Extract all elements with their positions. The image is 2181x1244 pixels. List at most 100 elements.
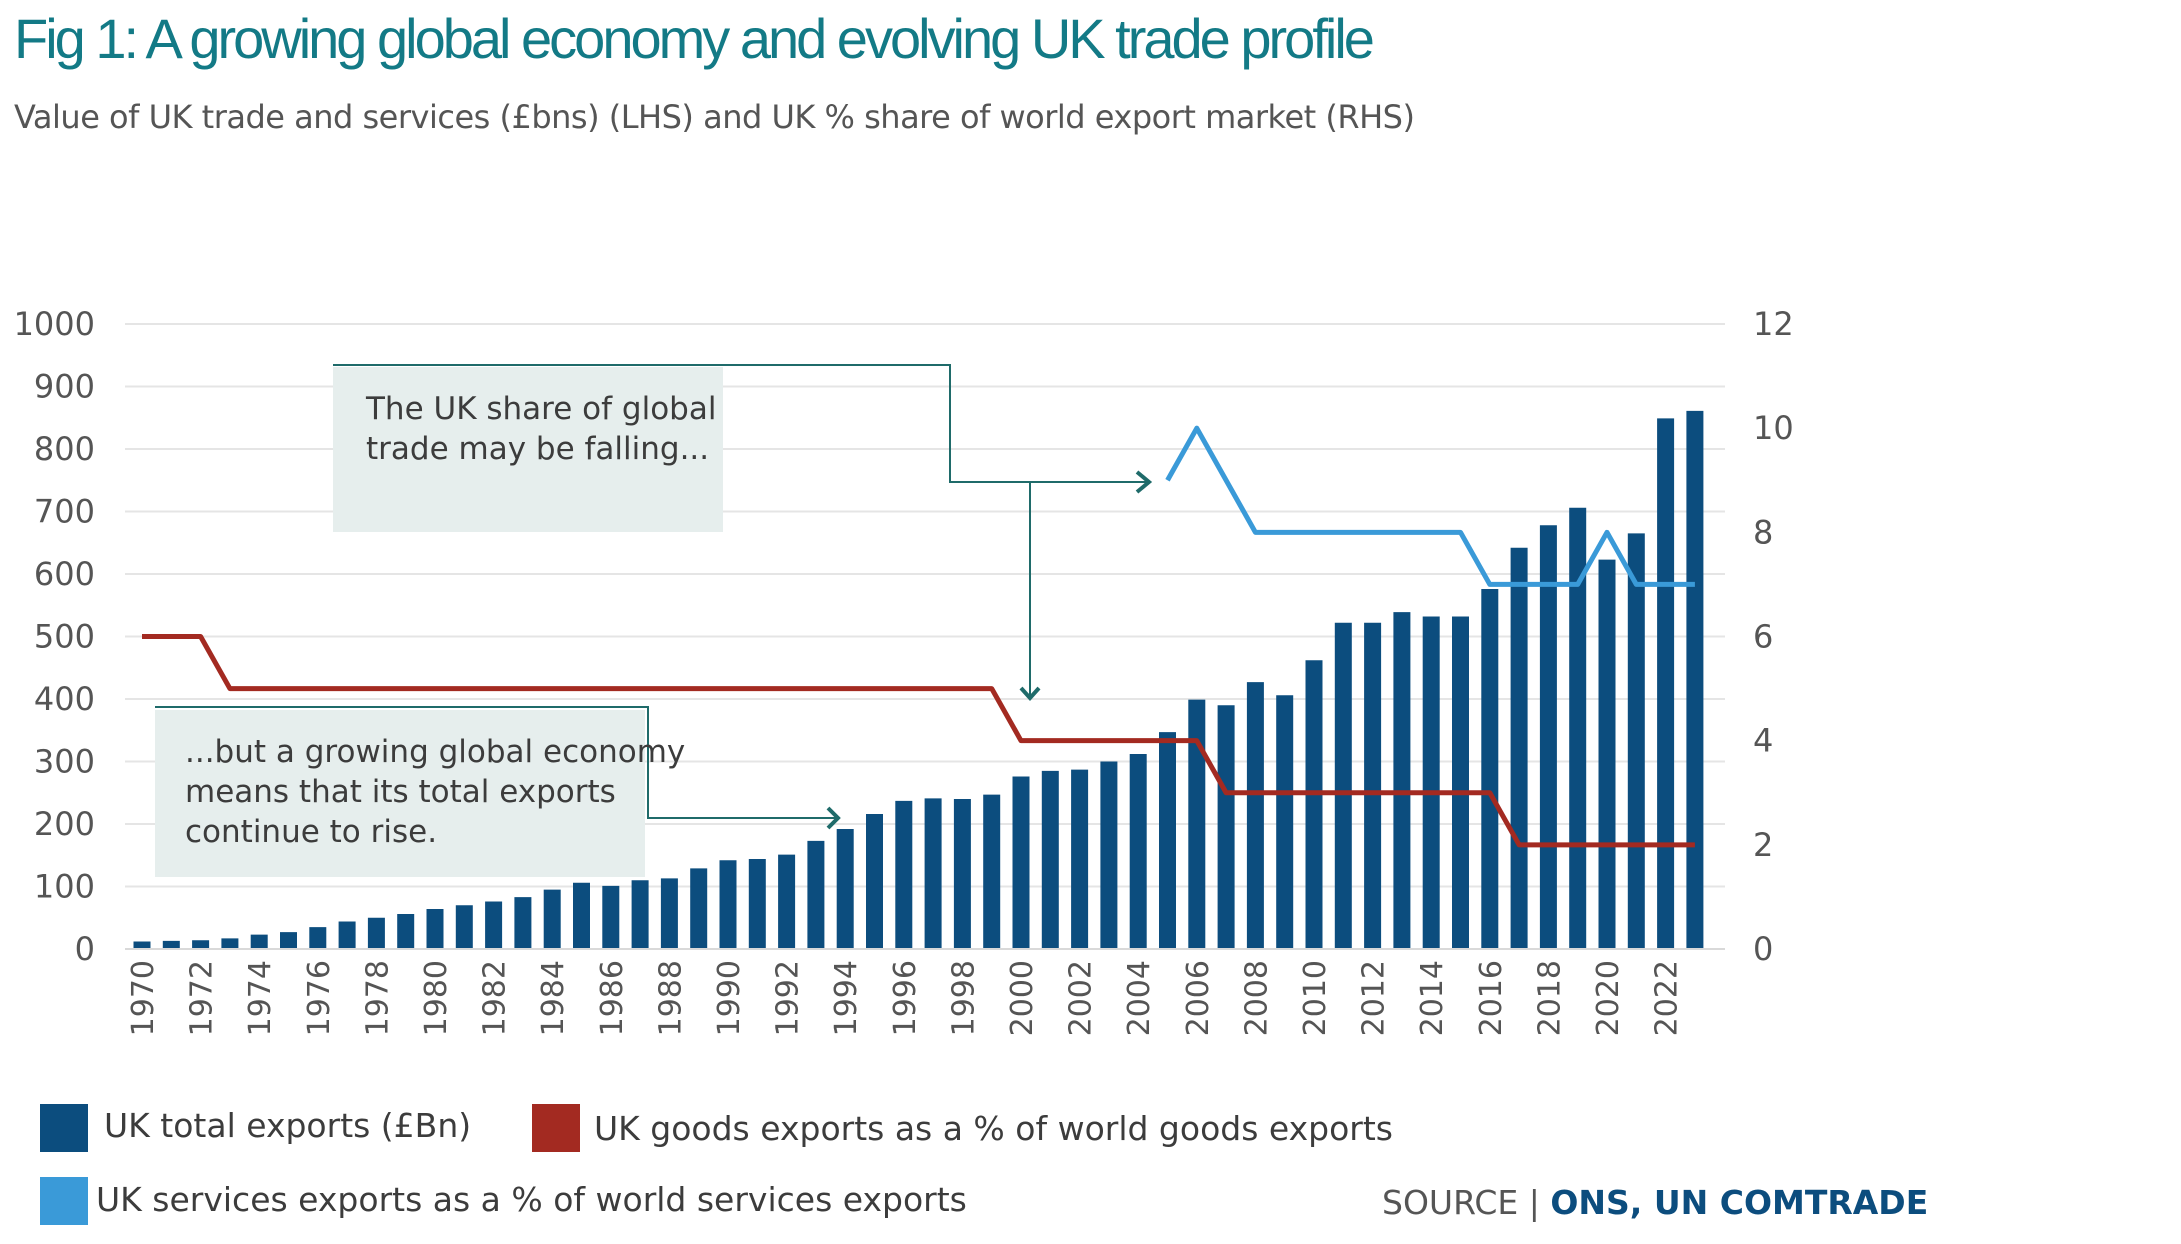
x-axis-tick-label: 2014 [1415, 960, 1450, 1036]
annotation-text-line: means that its total exports [185, 774, 616, 810]
x-axis-tick-label: 1986 [595, 960, 630, 1036]
legend-swatch-services-share [40, 1177, 88, 1225]
annotation-connectors [155, 364, 1153, 830]
x-axis-tick-label: 2008 [1239, 960, 1274, 1036]
annotation-arrowhead-share [1135, 470, 1153, 494]
bar-total-exports [895, 800, 913, 949]
annotation-arrowhead-drop [1019, 686, 1041, 701]
annotation-boxes [155, 367, 723, 877]
annotation-text-line: The UK share of global [365, 391, 716, 427]
bar-total-exports [1510, 547, 1528, 949]
annotation-arrowhead-growth [826, 806, 841, 830]
x-axis-tick-label: 1996 [888, 960, 923, 1036]
bar-total-exports [690, 868, 708, 949]
bar-total-exports [1246, 682, 1264, 949]
bar-total-exports [1364, 622, 1382, 949]
left-axis-tick-label: 400 [34, 680, 95, 718]
annotation-box-share [333, 367, 723, 532]
x-axis-tick-label: 2000 [1005, 960, 1040, 1036]
source-value: ONS, UN COMTRADE [1550, 1183, 1929, 1222]
bar-total-exports [1217, 705, 1235, 949]
bar-total-exports [1276, 695, 1294, 949]
annotation-box-growth [155, 710, 645, 877]
annotation-connector-growth [155, 706, 836, 819]
x-axis-tick-label: 1984 [536, 960, 571, 1036]
bar-total-exports [631, 880, 649, 949]
x-axis-tick-label: 1976 [302, 960, 337, 1036]
bar-total-exports [250, 934, 268, 949]
bar-total-exports [280, 932, 297, 949]
bar-total-exports [1686, 410, 1704, 949]
bar-total-exports [1539, 525, 1557, 949]
x-axis-tick-label: 1988 [653, 960, 688, 1036]
bar-total-exports [309, 927, 327, 949]
bar-total-exports [1334, 622, 1352, 949]
x-axis-tick-label: 2002 [1064, 960, 1099, 1036]
bar-total-exports [1041, 770, 1059, 949]
bar-total-exports [514, 897, 532, 949]
bar-total-exports [426, 909, 444, 949]
annotation-text-line: trade may be falling... [366, 431, 709, 467]
bar-total-exports [455, 905, 473, 949]
bar-total-exports [1481, 589, 1499, 949]
x-axis-tick-label: 1978 [360, 960, 395, 1036]
legend-label-services-share: UK services exports as a % of world serv… [96, 1180, 967, 1219]
x-axis-tick-label: 2004 [1122, 960, 1157, 1036]
bar-total-exports [1159, 732, 1176, 949]
x-axis-tick-label: 2010 [1298, 960, 1333, 1036]
x-axis-tick-label: 2022 [1650, 960, 1685, 1036]
left-axis-tick-label: 0 [75, 930, 95, 968]
bar-total-exports [719, 860, 737, 949]
bar-total-exports [983, 794, 1001, 949]
source-note: SOURCE | ONS, UN COMTRADE [1382, 1183, 1928, 1222]
bar-total-exports [748, 859, 766, 949]
bar-total-exports [1422, 616, 1440, 949]
legend-label-goods-share: UK goods exports as a % of world goods e… [594, 1109, 1393, 1148]
bar-total-exports [1188, 699, 1206, 949]
bar-total-exports [1627, 533, 1645, 949]
x-axis-tick-label: 2006 [1181, 960, 1216, 1036]
bar-total-exports [866, 814, 883, 949]
x-axis-tick-label: 2018 [1532, 960, 1567, 1036]
bar-total-exports [953, 799, 971, 949]
bar-total-exports [397, 914, 415, 949]
bar-total-exports [1393, 612, 1411, 949]
left-axis-tick-label: 800 [34, 430, 95, 468]
x-axis-tick-label: 2012 [1357, 960, 1392, 1036]
x-axis-tick-label: 1990 [712, 960, 747, 1036]
bar-total-exports [133, 941, 151, 949]
right-axis-tick-label: 6 [1753, 618, 1773, 656]
line-series [142, 425, 1695, 848]
x-axis-tick-label: 1994 [829, 960, 864, 1036]
bar-total-exports [1129, 754, 1147, 949]
left-axis-tick-label: 1000 [14, 305, 95, 343]
chart-title: Fig 1: A growing global economy and evol… [14, 7, 1375, 70]
bar-total-exports [573, 882, 590, 949]
bar-total-exports [1012, 776, 1030, 949]
line-goods-share [142, 634, 1695, 848]
x-axis-tick-label: 2016 [1474, 960, 1509, 1036]
axes: 0 100 200 300 400 500 600 700 800 900 1000 0 2 4 6 8 10 1… [14, 305, 1794, 1036]
bar-total-exports [807, 840, 825, 949]
right-axis-tick-label: 12 [1753, 305, 1794, 343]
right-axis-tick-label: 4 [1753, 722, 1773, 760]
left-axis-tick-label: 500 [34, 618, 95, 656]
left-axis-tick-label: 600 [34, 555, 95, 593]
chart-subtitle: Value of UK trade and services (£bns) (L… [14, 98, 1415, 136]
bar-total-exports [1305, 660, 1323, 949]
bar-total-exports [1100, 761, 1118, 949]
left-axis-tick-label: 900 [34, 368, 95, 406]
x-axis-tick-label: 1972 [185, 960, 220, 1036]
annotation-connector-share [333, 364, 1147, 483]
annotation-text-line: continue to rise. [185, 814, 437, 850]
x-axis-tick-label: 1980 [419, 960, 454, 1036]
right-axis-tick-label: 10 [1753, 409, 1794, 447]
bar-total-exports [221, 938, 239, 949]
x-axis-tick-label: 2020 [1591, 960, 1626, 1036]
bar-total-exports [338, 921, 356, 949]
right-axis-tick-label: 2 [1753, 826, 1773, 864]
left-axis-tick-label: 100 [34, 868, 95, 906]
x-axis-tick-label: 1998 [946, 960, 981, 1036]
bar-total-exports [162, 940, 180, 949]
